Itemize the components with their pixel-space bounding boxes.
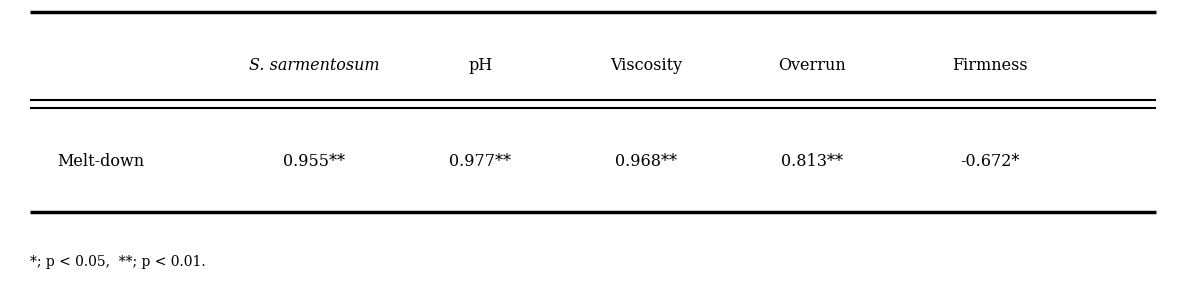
Text: 0.813**: 0.813**	[782, 154, 843, 170]
Text: S. sarmentosum: S. sarmentosum	[249, 56, 380, 73]
Text: -0.672*: -0.672*	[961, 154, 1020, 170]
Text: Viscosity: Viscosity	[611, 56, 682, 73]
Text: *; p < 0.05,  **; p < 0.01.: *; p < 0.05, **; p < 0.01.	[30, 255, 205, 269]
Text: 0.968**: 0.968**	[616, 154, 677, 170]
Text: Melt-down: Melt-down	[57, 154, 145, 170]
Text: 0.977**: 0.977**	[449, 154, 511, 170]
Text: 0.955**: 0.955**	[283, 154, 345, 170]
Text: Overrun: Overrun	[778, 56, 847, 73]
Text: Firmness: Firmness	[952, 56, 1028, 73]
Text: pH: pH	[468, 56, 492, 73]
